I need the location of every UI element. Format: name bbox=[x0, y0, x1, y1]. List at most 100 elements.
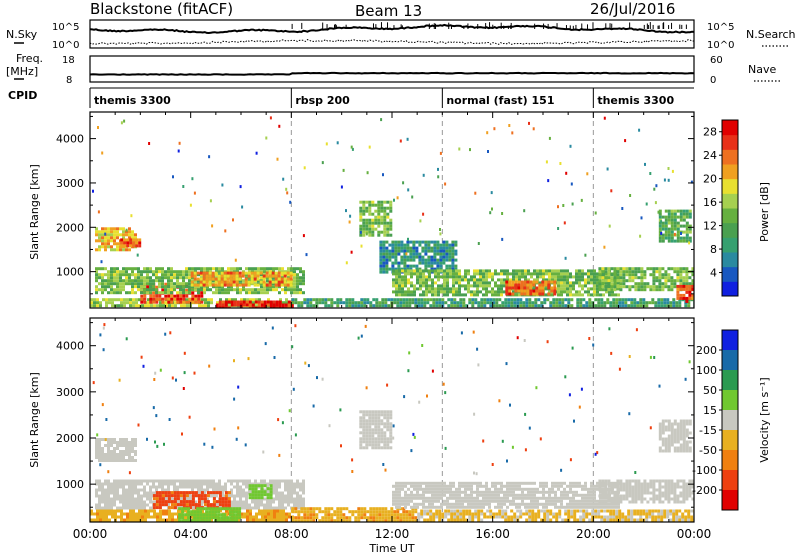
data-cell bbox=[542, 278, 545, 282]
data-cell bbox=[146, 285, 150, 289]
data-cell bbox=[488, 281, 491, 285]
data-cell bbox=[407, 502, 410, 506]
data-cell bbox=[443, 290, 446, 294]
data-cell bbox=[458, 484, 461, 488]
scatter-echo bbox=[282, 177, 285, 181]
data-cell bbox=[265, 271, 269, 275]
data-cell bbox=[357, 507, 361, 511]
data-cell bbox=[591, 301, 595, 305]
noise-sky-line bbox=[89, 23, 695, 35]
data-cell bbox=[381, 513, 385, 517]
data-cell bbox=[409, 264, 413, 268]
data-cell bbox=[362, 440, 366, 444]
data-cell bbox=[179, 273, 182, 277]
data-cell bbox=[194, 494, 198, 498]
data-cell bbox=[512, 290, 515, 294]
data-cell bbox=[324, 507, 328, 511]
data-cell bbox=[159, 515, 162, 519]
data-cell bbox=[226, 283, 230, 287]
data-cell bbox=[630, 301, 634, 305]
data-cell bbox=[140, 291, 143, 295]
data-cell bbox=[188, 288, 191, 292]
data-cell bbox=[95, 482, 98, 486]
data-cell bbox=[394, 246, 398, 250]
data-cell bbox=[374, 215, 378, 219]
data-cell bbox=[128, 291, 131, 295]
data-cell bbox=[397, 249, 401, 253]
nave-label: Nave bbox=[748, 63, 776, 76]
data-cell bbox=[125, 479, 128, 483]
data-cell bbox=[381, 507, 385, 511]
data-cell bbox=[211, 283, 215, 287]
data-cell bbox=[227, 500, 231, 504]
data-cell bbox=[488, 499, 491, 503]
data-cell bbox=[250, 274, 254, 278]
data-cell bbox=[670, 209, 674, 213]
data-cell bbox=[140, 276, 143, 280]
data-cell bbox=[265, 283, 269, 287]
data-cell bbox=[245, 494, 248, 498]
data-cell bbox=[369, 519, 373, 522]
data-cell bbox=[616, 285, 620, 289]
data-cell bbox=[676, 236, 680, 240]
data-cell bbox=[500, 496, 503, 500]
data-cell bbox=[221, 291, 224, 295]
data-cell bbox=[261, 518, 264, 522]
data-cell bbox=[392, 496, 395, 500]
data-cell bbox=[428, 284, 431, 288]
data-cell bbox=[291, 298, 295, 302]
data-cell bbox=[497, 290, 500, 294]
data-cell bbox=[138, 518, 141, 522]
data-cell bbox=[401, 499, 404, 503]
data-cell bbox=[628, 285, 632, 289]
data-cell bbox=[176, 300, 180, 304]
data-cell bbox=[153, 512, 156, 516]
data-cell bbox=[511, 292, 515, 296]
data-cell bbox=[185, 479, 188, 483]
data-cell bbox=[470, 278, 473, 282]
data-cell bbox=[578, 269, 581, 273]
data-cell bbox=[125, 482, 128, 486]
data-cell bbox=[262, 274, 266, 278]
data-cell bbox=[280, 283, 284, 287]
data-cell bbox=[688, 296, 692, 300]
data-cell bbox=[170, 270, 173, 274]
data-cell bbox=[98, 485, 101, 489]
data-cell bbox=[225, 509, 228, 513]
data-cell bbox=[398, 496, 401, 500]
data-cell bbox=[267, 509, 270, 513]
data-cell bbox=[666, 298, 670, 302]
data-cell bbox=[464, 275, 467, 279]
data-cell bbox=[122, 506, 125, 510]
data-cell bbox=[98, 456, 101, 459]
data-cell bbox=[173, 479, 176, 483]
data-cell bbox=[421, 249, 425, 253]
data-cell bbox=[448, 252, 452, 256]
data-cell bbox=[362, 428, 366, 432]
data-cell bbox=[449, 290, 452, 294]
data-cell bbox=[224, 288, 227, 292]
data-cell bbox=[395, 502, 398, 506]
data-cell bbox=[309, 510, 313, 514]
data-cell bbox=[560, 496, 563, 500]
noise-search-line bbox=[89, 39, 695, 45]
data-cell bbox=[434, 287, 437, 291]
data-cell bbox=[558, 304, 562, 308]
data-cell bbox=[104, 248, 107, 252]
data-cell bbox=[560, 275, 563, 279]
data-cell bbox=[533, 269, 536, 273]
data-cell bbox=[377, 224, 381, 228]
data-cell bbox=[389, 431, 393, 435]
data-cell bbox=[155, 270, 158, 274]
data-cell bbox=[424, 261, 428, 265]
data-cell bbox=[679, 293, 683, 297]
data-cell bbox=[128, 273, 131, 277]
data-cell bbox=[664, 221, 668, 225]
data-cell bbox=[185, 288, 189, 292]
data-cell bbox=[397, 261, 401, 265]
data-cell bbox=[107, 479, 110, 483]
data-cell bbox=[542, 493, 545, 497]
data-cell bbox=[643, 285, 647, 289]
data-cell bbox=[254, 506, 257, 510]
data-cell bbox=[299, 503, 302, 507]
